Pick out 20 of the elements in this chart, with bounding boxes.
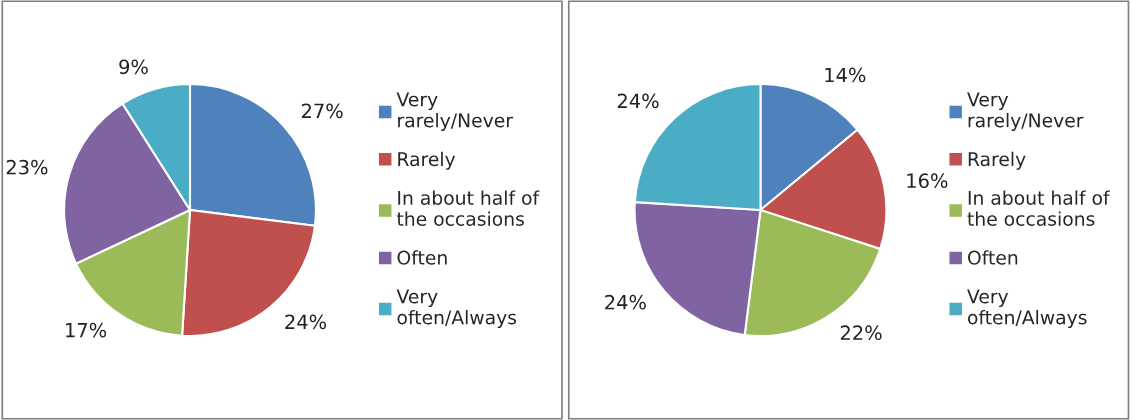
data-label: 24% [617,93,659,109]
data-label: 23% [6,159,48,175]
data-label: 22% [840,325,882,341]
legend-label: Rarely [398,151,456,170]
legend-label: In about half of the occasions [396,190,540,226]
legend-label: Very rarely/Never [967,92,1084,132]
legend-label: Often [397,250,447,265]
legend-label: Rarely [968,151,1026,170]
data-label: 17% [66,322,107,338]
data-label: 24% [605,294,646,310]
legend-label: Often [968,250,1018,265]
legend-label: Very often/Always [967,289,1087,329]
legend-label: Very often/Always [396,289,517,329]
data-label: 14% [825,67,866,83]
data-label: 9% [119,59,148,75]
data-label: 16% [907,173,948,189]
legend-label: Very rarely/Never [396,92,513,132]
data-label: 24% [285,314,327,330]
data-label: 27% [301,103,343,119]
legend-label: In about half of the occasions [967,190,1110,226]
